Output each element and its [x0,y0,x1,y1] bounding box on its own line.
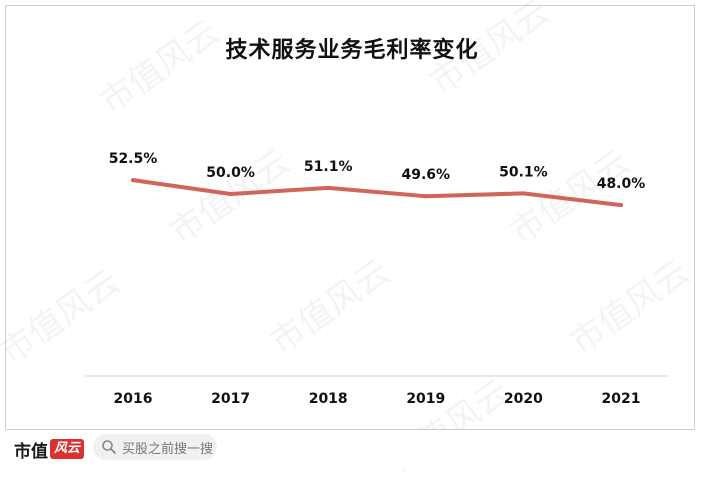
data-point [521,191,526,196]
brand-logo: 市值 风云 [14,436,85,462]
data-label: 48.0% [597,176,646,192]
line-chart: 52.5% 2016 50.0% 2017 51.1% 2018 49.6% 2019 50.1… [85,151,668,407]
x-tick-label: 2016 [114,391,153,407]
search-placeholder: 买股之前搜一搜 [122,441,214,457]
data-point [326,185,331,190]
data-label: 49.6% [402,167,451,183]
data-point [619,203,623,208]
series-line [131,178,623,208]
brand-seal: 风云 [50,439,85,459]
data-point [131,178,135,183]
data-label: 50.0% [206,165,255,181]
chart-frame [5,5,695,430]
search-box[interactable]: 买股之前搜一搜 [93,434,217,460]
data-label: 50.1% [499,164,548,180]
x-tick-label: 2019 [406,391,445,407]
chart-title: 技术服务业务毛利率变化 [225,38,479,63]
data-label: 51.1% [304,159,353,175]
data-label: 52.5% [109,151,158,167]
x-tick-label: 2017 [211,391,250,407]
data-point [228,192,233,196]
x-tick-label: 2018 [309,391,348,407]
x-tick-label: 2020 [504,391,543,407]
brand-name: 市值 [14,441,48,462]
x-tick-label: 2021 [602,391,641,407]
search-icon [102,440,116,454]
data-point [423,194,428,199]
